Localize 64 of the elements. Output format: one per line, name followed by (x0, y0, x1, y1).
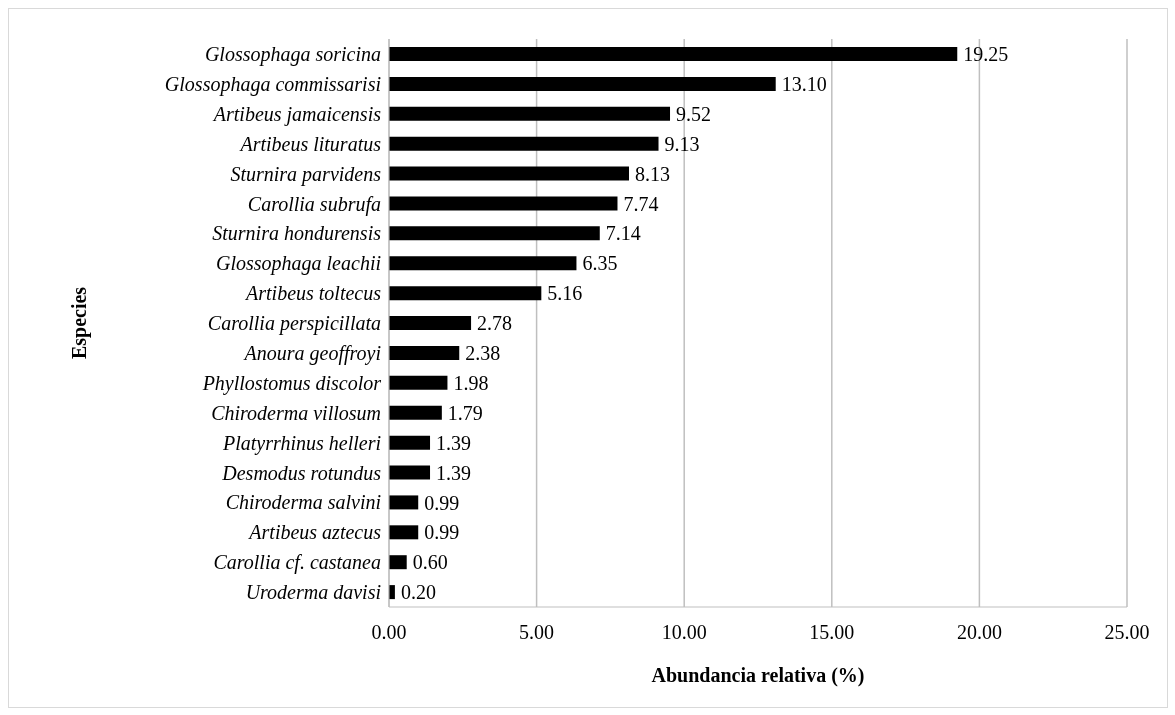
y-tick-label: Desmodus rotundus (221, 461, 382, 484)
x-tick-label: 10.00 (661, 621, 707, 644)
bar (389, 47, 958, 61)
bar (389, 166, 629, 181)
y-tick-label: Phyllostomus discolor (201, 371, 382, 395)
bar (389, 286, 542, 301)
bar (389, 405, 442, 420)
y-axis-title: Especies (68, 286, 92, 360)
x-tick-label: 0.00 (371, 621, 407, 644)
data-label: 1.39 (436, 461, 472, 484)
bar (389, 525, 419, 540)
data-label: 5.16 (547, 282, 583, 305)
data-label: 13.10 (781, 72, 827, 95)
bar (389, 495, 419, 510)
y-tick-label: Artibeus aztecus (247, 521, 382, 544)
bar (389, 345, 460, 360)
bar (389, 435, 431, 450)
data-label: 1.98 (453, 371, 489, 394)
bar (389, 256, 577, 271)
y-tick-label: Glossophaga commissarisi (164, 72, 381, 96)
bar (389, 226, 600, 241)
data-label: 7.74 (623, 192, 659, 215)
y-tick-label: Carollia subrufa (247, 192, 381, 216)
bar (389, 375, 448, 390)
y-tick-label: Platyrrhinus helleri (222, 431, 381, 455)
y-tick-label: Uroderma davisi (245, 581, 381, 604)
y-tick-label: Anoura geoffroyi (242, 341, 381, 365)
data-label: 2.38 (465, 342, 501, 365)
y-tick-label: Glossophaga leachii (216, 252, 381, 276)
x-tick-label: 15.00 (809, 621, 855, 644)
y-tick-label: Carollia perspicillata (207, 312, 381, 336)
bar (389, 196, 618, 211)
x-tick-label: 5.00 (519, 621, 555, 644)
y-tick-label: Artibeus toltecus (244, 282, 382, 305)
bar (389, 465, 431, 480)
data-label: 1.79 (447, 401, 483, 424)
data-label: 9.52 (676, 102, 712, 125)
y-tick-label: Artibeus jamaicensis (211, 102, 382, 126)
x-axis-title: Abundancia relativa (%) (651, 664, 865, 687)
data-label: 9.13 (664, 132, 700, 155)
y-tick-label: Artibeus lituratus (238, 132, 382, 155)
y-tick-label: Glossophaga soricina (204, 43, 381, 67)
bar (389, 136, 659, 151)
data-label: 6.35 (582, 252, 618, 275)
bar (389, 316, 472, 331)
data-label: 7.14 (605, 222, 641, 245)
y-tick-label: Carollia cf. castanea (213, 551, 381, 575)
data-label: 19.25 (963, 43, 1009, 66)
data-label: 0.60 (412, 551, 448, 574)
y-tick-label: Sturnira hondurensis (212, 222, 382, 245)
bar (389, 555, 407, 570)
x-tick-label: 25.00 (1104, 621, 1150, 644)
y-tick-label: Chiroderma villosum (211, 401, 381, 424)
y-tick-label: Sturnira parvidens (230, 162, 382, 186)
bar (389, 106, 671, 121)
data-label: 0.99 (424, 521, 460, 544)
x-tick-label: 20.00 (956, 621, 1002, 644)
data-label: 2.78 (477, 312, 513, 335)
y-tick-label: Chiroderma salvini (225, 491, 381, 514)
data-label: 1.39 (436, 431, 472, 454)
data-label: 0.20 (400, 581, 436, 604)
bar (389, 76, 776, 91)
data-label: 8.13 (635, 162, 670, 185)
data-label: 0.99 (424, 491, 460, 514)
